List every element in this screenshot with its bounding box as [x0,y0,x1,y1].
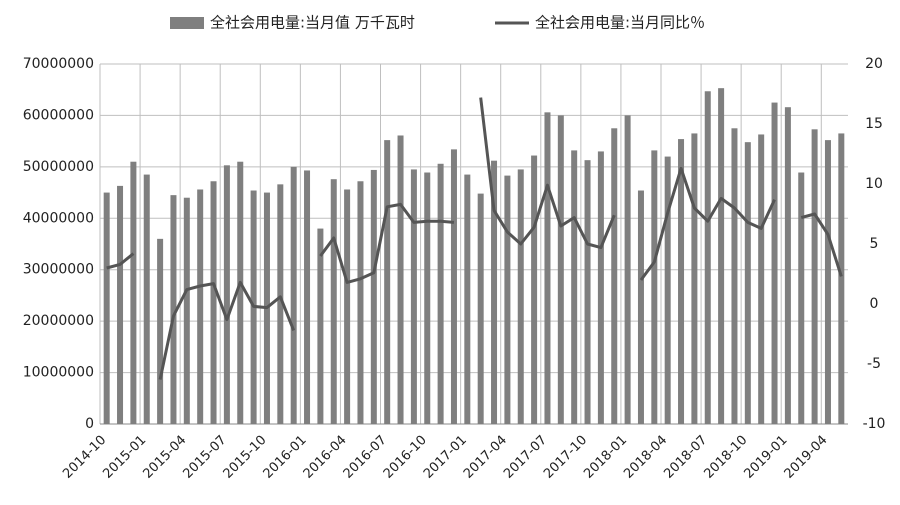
x-tick-label: 2017-01 [421,433,470,482]
x-tick-label: 2017-04 [461,433,510,482]
bar [584,160,591,424]
x-tick-label: 2014-10 [60,433,109,482]
bar [450,149,457,424]
bar [397,135,404,424]
bar [744,142,751,424]
x-tick-label: 2018-10 [701,433,750,482]
bar [771,102,778,425]
y-tick-label: 30000000 [23,262,94,278]
bar [464,174,471,424]
line [106,97,843,380]
bar [691,133,698,424]
y2-tick-label: 10 [865,176,883,192]
bar [651,150,658,424]
bar [557,115,564,424]
bar [571,150,578,424]
bar [197,189,204,424]
bar [477,193,484,424]
x-tick-label: 2017-07 [501,433,550,482]
bar [437,163,444,424]
bar [143,174,150,424]
bar [410,169,417,424]
y2-tick-label: 20 [865,56,883,72]
bar [704,91,711,424]
bar [130,161,137,424]
bar [597,151,604,424]
x-tick-label: 2015-01 [100,433,149,482]
y-tick-label: 0 [85,416,94,432]
x-tick-label: 2019-01 [741,433,790,482]
x-tick-label: 2015-04 [140,433,189,482]
bar [611,128,618,425]
bar [344,189,351,424]
legend-label: 全社会用电量:当月值 万千瓦时 [210,14,415,32]
bar [317,228,324,424]
bar [811,129,818,425]
legend-swatch [170,17,204,29]
bar [170,195,177,424]
x-tick-label: 2018-04 [621,433,670,482]
bar [117,185,124,424]
bar [504,175,511,424]
y-tick-label: 60000000 [23,107,94,123]
x-tick-label: 2018-01 [581,433,630,482]
bar [370,169,377,424]
y2-tick-label: 15 [865,116,883,132]
bar [277,184,284,424]
bar [237,161,244,424]
y2-tick-label: -10 [863,416,886,432]
x-tick-label: 2017-10 [541,433,590,482]
bar [384,140,391,424]
x-tick-label: 2016-01 [261,433,310,482]
y-tick-label: 70000000 [23,56,94,72]
y2-tick-label: -5 [867,356,881,372]
bar [491,160,498,424]
bar [424,172,431,424]
x-tick-label: 2015-07 [180,433,229,482]
bar [718,88,725,425]
bar [664,156,671,425]
y-tick-label: 40000000 [23,210,94,226]
bar [784,107,791,424]
x-tick-label: 2016-07 [341,433,390,482]
bar [357,181,364,424]
x-tick-label: 2015-10 [221,433,270,482]
bar [637,190,644,424]
bar [838,133,845,424]
bar [544,112,551,424]
y2-tick-label: 5 [870,236,879,252]
bar [103,192,110,424]
bar [824,140,831,424]
legend-label: 全社会用电量:当月同比％ [535,14,705,32]
y2-tick-label: 0 [870,296,879,312]
bar [304,170,311,424]
bar [798,172,805,424]
bar [758,134,765,424]
bar [731,128,738,425]
x-tick-label: 2019-04 [782,433,831,482]
bar [678,139,685,425]
bar [517,169,524,424]
x-tick-label: 2018-07 [661,433,710,482]
bar [330,179,337,424]
bar [183,197,190,424]
bar [157,238,164,424]
y-tick-label: 20000000 [23,313,94,329]
bar [223,165,230,425]
x-tick-label: 2016-10 [381,433,430,482]
bar [624,115,631,424]
bar [210,181,217,424]
bar [531,155,538,425]
y-tick-label: 50000000 [23,159,94,175]
y-tick-label: 10000000 [23,365,94,381]
x-tick-label: 2016-04 [301,433,350,482]
bar [290,166,297,424]
